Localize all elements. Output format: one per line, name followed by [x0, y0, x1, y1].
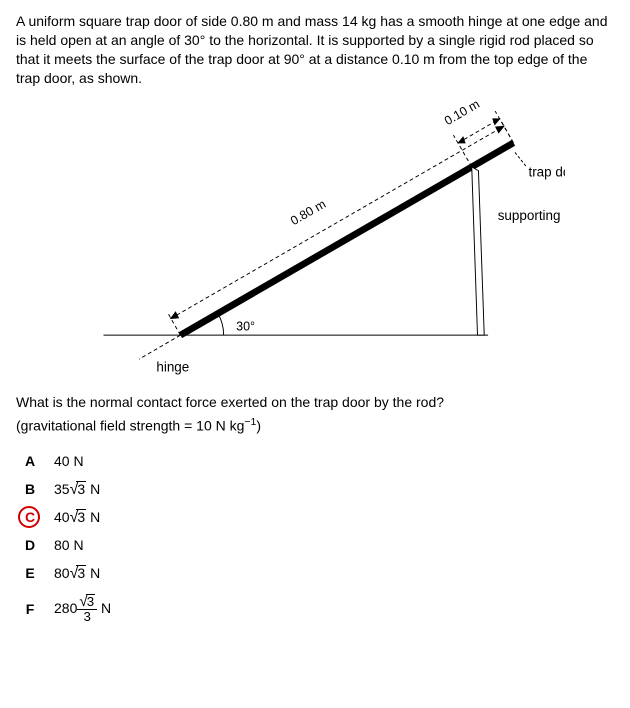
option-B[interactable]: B35√3 N — [16, 475, 121, 503]
label-angle: 30° — [236, 319, 255, 333]
option-A[interactable]: A40 N — [16, 447, 121, 475]
label-trap-door: trap door — [528, 164, 565, 179]
option-value: 40√3 N — [54, 503, 121, 531]
option-C[interactable]: C40√3 N — [16, 503, 121, 531]
label-door-length: 0.80 m — [288, 196, 328, 227]
question-followup: What is the normal contact force exerted… — [16, 394, 614, 410]
option-E[interactable]: E80√3 N — [16, 559, 121, 587]
option-letter: F — [16, 588, 54, 630]
option-letter: C — [16, 503, 54, 531]
option-value: 80√3 N — [54, 559, 121, 587]
label-supporting-rod: supporting rod — [498, 207, 565, 222]
option-value: 35√3 N — [54, 475, 121, 503]
label-rod-offset: 0.10 m — [442, 96, 482, 127]
option-letter: A — [16, 447, 54, 475]
options-list: A40 NB35√3 NC40√3 ND80 NE80√3 NF280√33 N — [16, 447, 121, 630]
option-D[interactable]: D80 N — [16, 531, 121, 559]
option-value: 280√33 N — [54, 588, 121, 630]
option-letter: D — [16, 531, 54, 559]
question-stem: A uniform square trap door of side 0.80 … — [16, 12, 614, 88]
option-letter: B — [16, 475, 54, 503]
option-value: 40 N — [54, 447, 121, 475]
diagram: 0.80 m 0.10 m 30° hinge trap door suppor… — [16, 94, 614, 384]
option-value: 80 N — [54, 531, 121, 559]
option-letter: E — [16, 559, 54, 587]
question-given: (gravitational field strength = 10 N kg−… — [16, 416, 614, 434]
label-hinge: hinge — [156, 359, 189, 374]
option-F[interactable]: F280√33 N — [16, 588, 121, 630]
